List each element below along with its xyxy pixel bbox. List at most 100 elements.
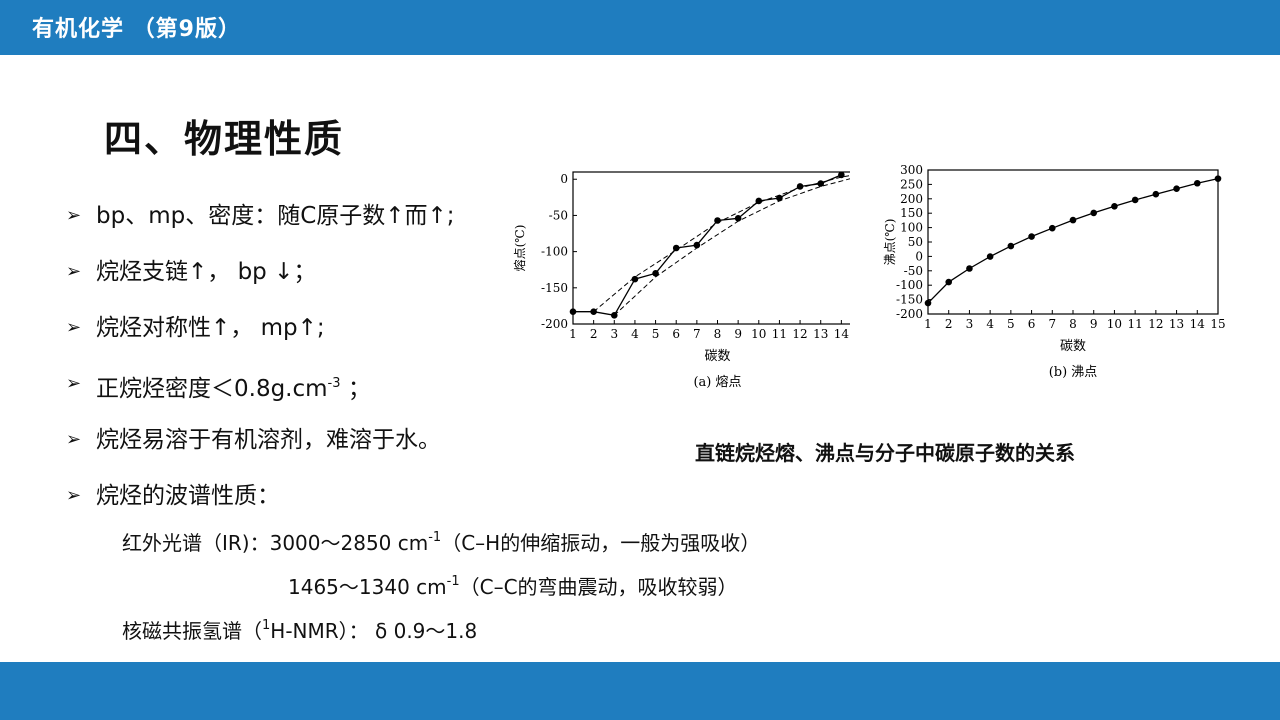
boiling-point-plot: 1 2 3 4 5 6 7 8 9 10 11 12 13 14 15300250200150100500-… [883,163,1226,380]
nmr-line: 核磁共振氢谱（1H-NMR）： δ 0.9～1.8 [122,613,477,644]
data-point [1007,242,1015,250]
y-tick-label: 0 [560,172,568,186]
data-point [569,308,577,315]
arrow-bullet-icon: ➢ [66,261,82,282]
boiling-point-chart: 1 2 3 4 5 6 7 8 9 10 11 12 13 14 15 300 250 200 150 100 50 0-… [880,162,1230,390]
data-point [714,217,721,224]
list-item: ➢ 正烷烃密度＜0.8g.cm-3 ； [66,366,455,422]
data-point [1152,190,1160,198]
x-tick-label: 6 [672,327,680,341]
arrow-bullet-icon: ➢ [66,429,82,450]
trend-line [613,175,863,316]
arrow-bullet-icon: ➢ [66,205,82,226]
data-point [1193,179,1201,187]
data-point [986,253,994,260]
data-point [838,171,845,179]
y-tick-label: 50 [908,235,923,249]
ir-line-1: 红外光谱（IR)：3000～2850 cm-1（C–H的伸缩振动，一般为强吸收） [122,525,760,556]
list-item: ➢ 烷烃对称性↑， mp↑; [66,310,455,366]
data-point [590,308,597,315]
x-tick-label: 14 [1190,317,1206,331]
x-tick-label: 4 [631,327,639,341]
x-tick-label: 5 [652,327,660,341]
data-point [945,278,953,286]
x-tick-label: 15 [1210,317,1225,331]
y-tick-label: 100 [900,221,923,235]
x-tick-label: 13 [813,327,828,341]
x-tick-label: 10 [751,327,766,341]
x-tick-label: 9 [1090,317,1098,331]
arrow-bullet-icon: ➢ [66,373,82,394]
y-tick-label: -50 [549,208,568,222]
y-tick-label: 200 [900,192,923,206]
y-tick-label: -100 [896,278,923,292]
x-tick-label: 13 [1169,317,1184,331]
x-tick-label: 8 [1069,317,1077,331]
top-banner: 有机化学 （第9版） [0,0,1280,55]
bottom-banner [0,662,1280,720]
x-tick-label: 12 [792,327,807,341]
bullet-text: 烷烃支链↑， bp ↓； [96,259,317,285]
superscript: -3 [327,376,341,391]
data-point [1214,175,1222,182]
x-tick-label: 5 [1007,317,1015,331]
nmr-text: 核磁共振氢谱（ [122,619,262,643]
data-point [924,299,932,307]
ir-text: （C–H的伸缩振动，一般为强吸收） [441,531,761,555]
x-tick-label: 1 [924,317,932,331]
x-tick-label: 2 [590,327,598,341]
x-tick-label: 8 [714,327,722,341]
list-item: ➢ bp、mp、密度：随C原子数↑而↑; [66,198,455,254]
arrow-bullet-icon: ➢ [66,485,82,506]
bullet-text: 烷烃的波谱性质： [96,483,280,509]
data-point [776,194,783,202]
trend-line [593,172,863,313]
x-tick-label: 3 [966,317,974,331]
y-axis-label: 沸点(℃) [883,219,897,266]
bullet-text: ； [340,376,371,402]
melting-point-plot: 1234567891011121314150-50-100-150-200碳数熔… [512,171,870,390]
ir-text: 1465～1340 cm [288,575,447,599]
data-point [817,180,825,187]
x-tick-label: 1 [569,327,577,341]
series-line [573,174,842,317]
data-point [796,183,804,190]
data-point [1090,209,1098,217]
x-tick-label: 3 [610,327,618,341]
bullet-text: bp、mp、密度：随C原子数↑而↑; [96,203,455,229]
x-tick-label: 9 [734,327,742,341]
data-point [734,215,742,222]
plot-frame [572,171,863,325]
list-item: ➢ 烷烃易溶于有机溶剂，难溶于水。 [66,422,455,478]
y-tick-label: -100 [541,245,568,259]
x-tick-label: 2 [945,317,953,331]
data-point [1131,196,1139,204]
list-item: ➢ 烷烃的波谱性质： [66,478,455,534]
superscript: -1 [446,574,460,589]
data-point [652,270,659,277]
y-axis-label: 熔点(℃) [512,225,527,272]
bullet-text: 烷烃对称性↑， mp↑; [96,315,325,341]
data-point [631,275,639,283]
melting-point-chart: 1234567891011121314150-50-100-150-200碳数熔… [510,162,870,390]
chart-title: (b) 沸点 [1049,365,1098,380]
ir-text: （C–C的弯曲震动，吸收较弱） [459,575,738,599]
x-axis-label: 碳数 [704,349,730,364]
bullet-text: 烷烃易溶于有机溶剂，难溶于水。 [96,427,441,453]
ir-line-2: 1465～1340 cm-1（C–C的弯曲震动，吸收较弱） [288,569,738,600]
x-tick-label: 4 [986,317,994,331]
x-tick-label: 6 [1028,317,1036,331]
superscript: -1 [428,530,442,545]
data-point [1111,202,1118,210]
y-tick-label: 0 [915,249,923,263]
y-tick-label: -200 [896,307,923,321]
superscript: 1 [262,618,271,633]
bullet-text: 正烷烃密度＜0.8g.cm [96,376,328,402]
section-title: 四、物理性质 [104,117,345,161]
data-point [693,241,701,249]
x-tick-label: 10 [1107,317,1122,331]
course-title: 有机化学 （第9版） [32,17,241,42]
data-point [966,265,973,272]
series-line [927,178,1219,304]
list-item: ➢ 烷烃支链↑， bp ↓； [66,254,455,310]
